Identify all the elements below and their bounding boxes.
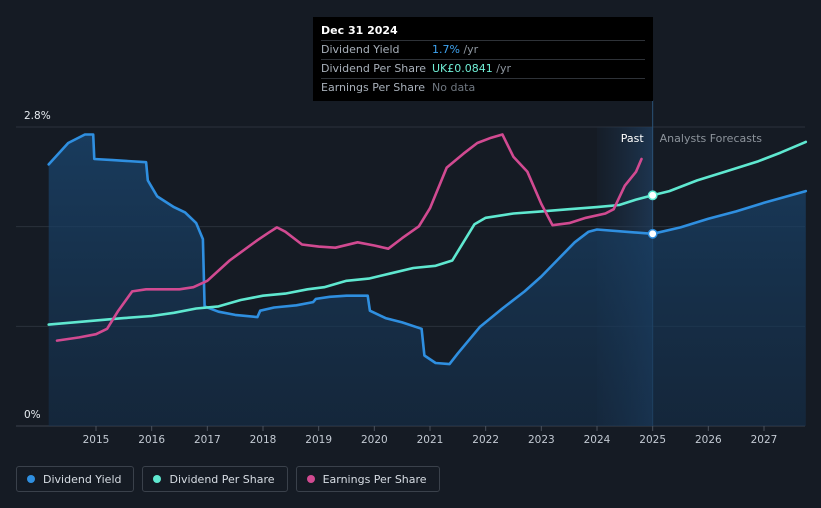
legend-earnings-per-share[interactable]: Earnings Per Share (295, 466, 440, 492)
tooltip-value: No data (432, 81, 476, 94)
legend: Dividend Yield Dividend Per Share Earnin… (16, 466, 440, 492)
legend-label: Dividend Yield (43, 472, 122, 486)
x-tick-label: 2023 (528, 434, 555, 446)
x-tick-label: 2019 (305, 434, 332, 446)
analysts-forecasts-label: Analysts Forecasts (660, 132, 763, 145)
region-labels: Past Analysts Forecasts (621, 132, 763, 145)
dividend-yield-area (48, 134, 806, 426)
legend-label: Earnings Per Share (322, 472, 427, 486)
x-tick-label: 2018 (250, 434, 277, 446)
x-tick-label: 2017 (194, 434, 221, 446)
x-tick-label: 2021 (417, 434, 444, 446)
dividend-per-share-line (47, 140, 808, 326)
x-tick-label: 2020 (361, 434, 388, 446)
x-tick-label: 2024 (584, 434, 611, 446)
tooltip-label: Earnings Per Share (321, 81, 426, 94)
legend-dot-icon (27, 475, 35, 483)
legend-dot-icon (306, 475, 315, 483)
y-tick-label-max: 2.8% (24, 110, 51, 122)
x-axis: 2015 2016 2017 2018 2019 2020 2021 2022 2023 2024… (83, 426, 778, 446)
x-tick-label: 2016 (138, 434, 165, 446)
tooltip-value: UK£0.0841 /yr (432, 62, 512, 75)
legend-dividend-per-share[interactable]: Dividend Per Share (142, 466, 288, 492)
tooltip-row-dividend-per-share: Dividend Per Share UK£0.0841 /yr (321, 59, 645, 78)
x-tick-label: 2026 (695, 434, 722, 446)
tooltip-row-earnings-per-share: Earnings Per Share No data (321, 78, 645, 97)
y-tick-label-min: 0% (24, 409, 41, 421)
series-layer (47, 133, 808, 426)
tooltip-markers (647, 190, 658, 239)
tooltip-value: 1.7% /yr (432, 43, 479, 56)
tooltip-row-dividend-yield: Dividend Yield 1.7% /yr (321, 40, 645, 59)
tooltip: Dec 31 2024 Dividend Yield 1.7% /yr Divi… (313, 17, 653, 101)
dividend-yield-line (47, 133, 808, 366)
legend-dot-icon (153, 475, 162, 483)
past-label: Past (621, 132, 645, 145)
tooltip-label: Dividend Yield (321, 43, 400, 56)
legend-dividend-yield[interactable]: Dividend Yield (16, 466, 135, 492)
x-tick-label: 2022 (472, 434, 499, 446)
x-tick-label: 2025 (639, 434, 666, 446)
y-axis: 2.8% 0% (24, 110, 51, 421)
tooltip-date: Dec 31 2024 (321, 24, 398, 37)
x-tick-label: 2027 (751, 434, 778, 446)
legend-label: Dividend Per Share (169, 472, 275, 486)
x-tick-label: 2015 (83, 434, 110, 446)
dividend-per-share-marker (647, 190, 658, 201)
dividend-yield-marker (647, 228, 658, 239)
tooltip-label: Dividend Per Share (321, 62, 427, 75)
earnings-per-share-line (55, 133, 643, 342)
